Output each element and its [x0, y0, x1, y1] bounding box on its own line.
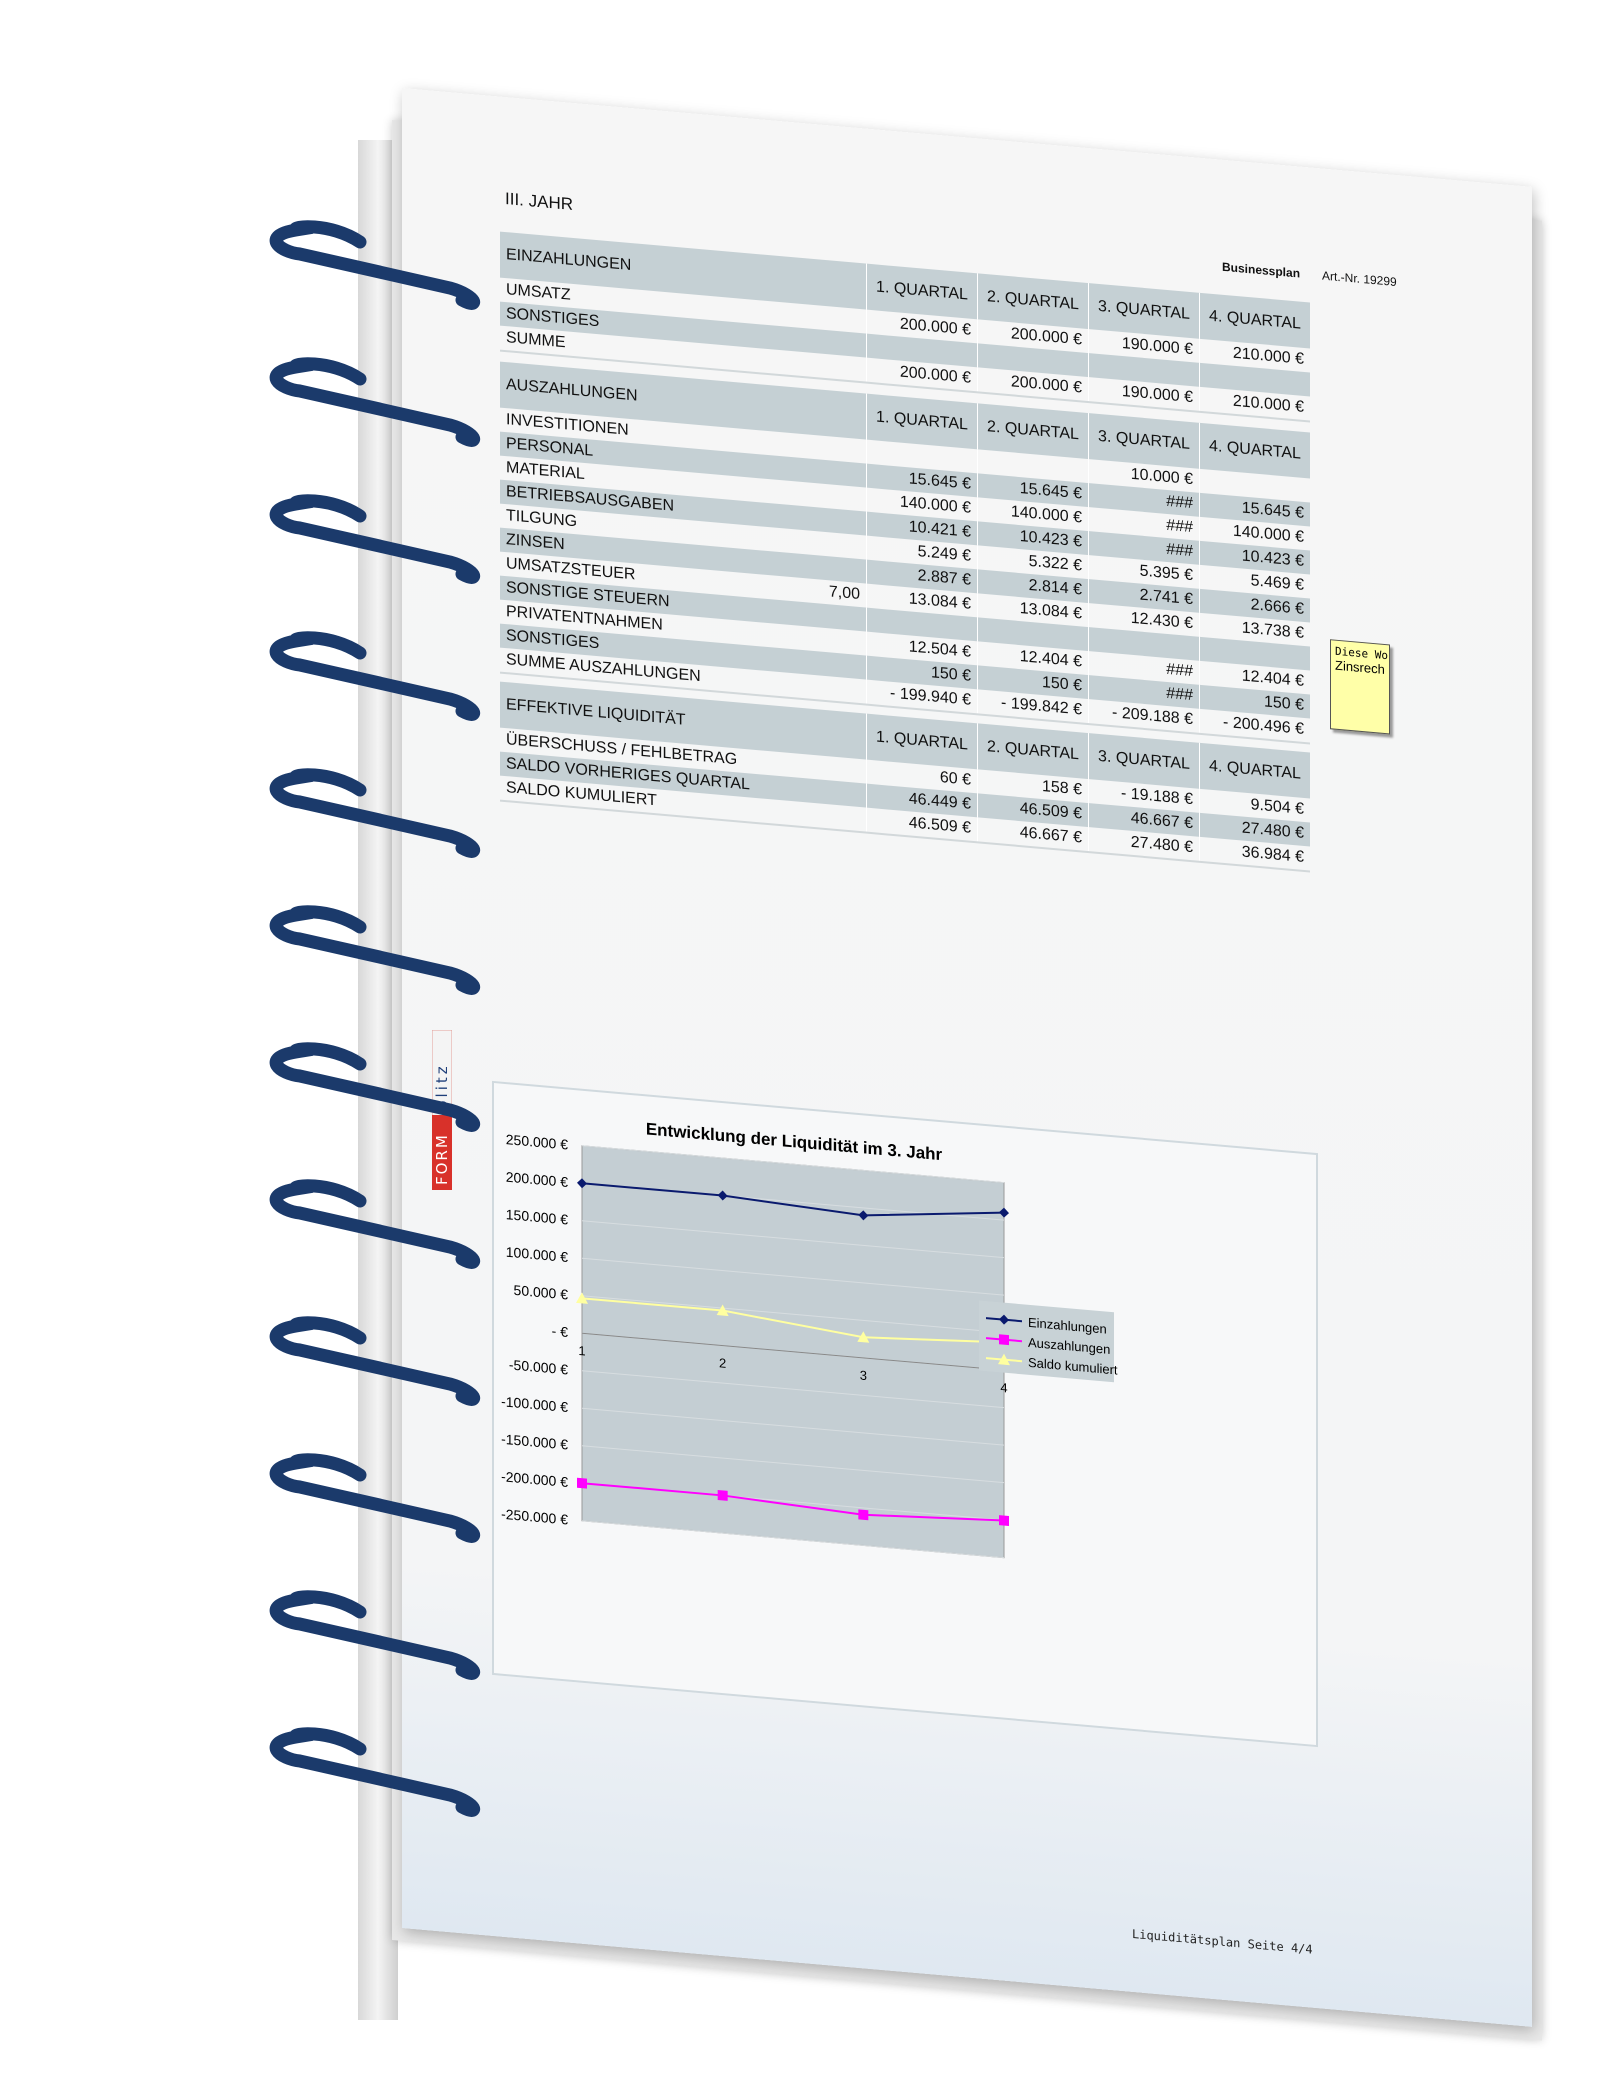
data-point — [576, 1292, 588, 1304]
gridline — [582, 1295, 1004, 1334]
spiral-binding — [269, 220, 480, 1817]
y-tick-label: 50.000 € — [514, 1282, 569, 1303]
y-tick-label: 150.000 € — [506, 1206, 568, 1227]
data-point — [716, 1304, 729, 1317]
series-line-1 — [581, 1482, 1005, 1522]
y-tick-label: 100.000 € — [506, 1244, 568, 1265]
series-line-2 — [581, 1297, 1005, 1344]
note-line: Zinsrech — [1335, 657, 1385, 677]
auszahlungen-table: AUSZAHLUNGEN 1. QUARTAL 2. QUARTAL 3. QUART… — [500, 361, 1310, 745]
doc-type: Businessplan — [1222, 259, 1301, 281]
year-heading: III. JAHR — [505, 189, 574, 214]
row-extra — [794, 673, 867, 705]
data-point — [717, 1190, 728, 1201]
y-tick-label: -200.000 € — [501, 1468, 568, 1490]
svg-text:FORM: FORM — [433, 1133, 451, 1185]
legend-label: Auszahlungen — [1028, 1335, 1110, 1357]
spiral-coil — [269, 1179, 480, 1269]
data-point — [577, 1477, 587, 1489]
legend-label: Einzahlungen — [1028, 1315, 1107, 1337]
gridline — [582, 1257, 1004, 1296]
spiral-coil — [269, 494, 480, 584]
gridline — [582, 1370, 1004, 1409]
gridline — [582, 1445, 1004, 1484]
liquidity-chart: Entwicklung der Liquidität im 3. Jahr 250… — [492, 1080, 1318, 1748]
page-footer: Liquiditätsplan Seite 4/4 — [1132, 1926, 1313, 1957]
y-tick-label: -100.000 € — [501, 1393, 568, 1415]
chart-svg: Entwicklung der Liquidität im 3. Jahr250… — [501, 1119, 1118, 1559]
x-axis — [582, 1332, 1004, 1371]
data-point — [999, 1515, 1009, 1526]
gridline — [582, 1407, 1004, 1446]
y-tick-label: -150.000 € — [501, 1431, 568, 1453]
x-tick-label: 3 — [860, 1368, 867, 1384]
spiral-coil — [269, 1042, 480, 1132]
spiral-coil — [269, 1727, 480, 1817]
row-extra — [794, 351, 867, 383]
y-tick-label: 200.000 € — [506, 1169, 568, 1190]
data-point — [999, 1207, 1009, 1218]
data-point — [858, 1509, 869, 1521]
y-tick-label: -50.000 € — [509, 1356, 568, 1377]
y-tick-label: - € — [552, 1323, 569, 1340]
article-number: Art.-Nr. 19299 — [1322, 268, 1397, 290]
series-line-0 — [582, 1182, 1005, 1217]
gridline — [582, 1220, 1004, 1259]
spiral-coil — [269, 1453, 480, 1543]
x-tick-label: 1 — [578, 1343, 585, 1359]
spiral-coil — [269, 1316, 480, 1406]
document-page: III. JAHR Businessplan Art.-Nr. 19299 EI… — [402, 88, 1532, 2027]
svg-text:blitz: blitz — [433, 1063, 451, 1110]
row-extra — [794, 801, 867, 833]
data-point — [577, 1178, 587, 1189]
y-tick-label: -250.000 € — [501, 1506, 568, 1528]
comment-note[interactable]: Diese Wo Zinsrech — [1330, 639, 1390, 735]
data-point — [857, 1331, 870, 1343]
spiral-coil — [269, 357, 480, 447]
x-tick-label: 4 — [1000, 1380, 1007, 1396]
legend-marker — [999, 1314, 1009, 1325]
legend-marker — [998, 1353, 1010, 1366]
binder-spine — [358, 140, 398, 2020]
data-point — [717, 1489, 728, 1501]
spiral-coil — [269, 631, 480, 721]
spiral-coil — [269, 768, 480, 858]
spiral-coil — [269, 220, 480, 310]
legend-marker — [999, 1334, 1009, 1346]
y-tick-label: 250.000 € — [506, 1131, 568, 1152]
spiral-coil — [269, 1590, 480, 1680]
data-point — [858, 1210, 869, 1221]
spiral-coil — [269, 905, 480, 995]
gridline — [582, 1520, 1004, 1559]
gridline — [582, 1145, 1004, 1184]
x-tick-label: 2 — [719, 1355, 726, 1371]
